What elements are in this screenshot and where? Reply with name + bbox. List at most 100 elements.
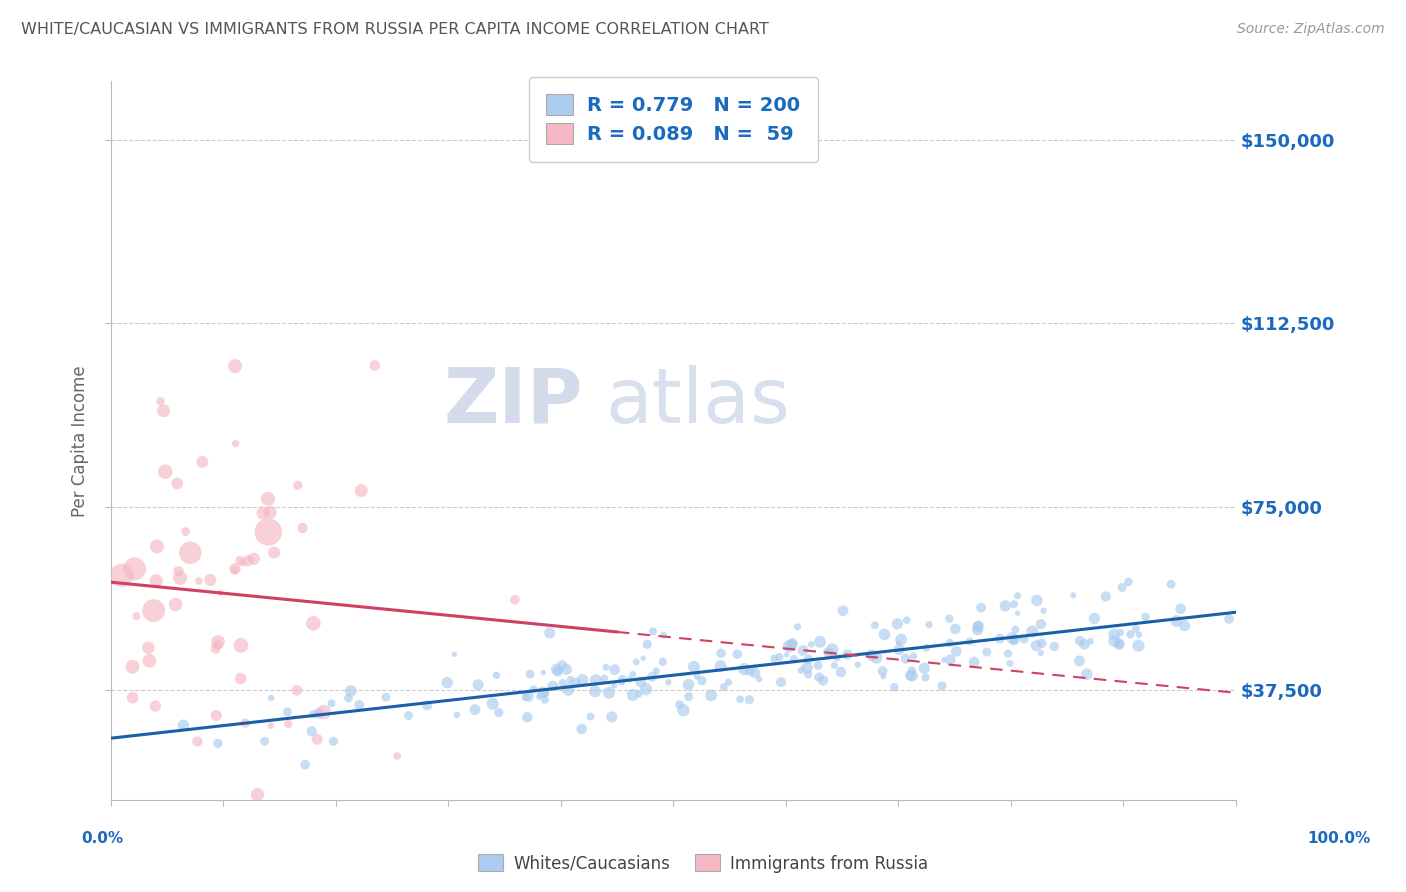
Point bbox=[1069, 633, 1091, 648]
Point bbox=[886, 616, 908, 631]
Point bbox=[285, 683, 308, 698]
Point bbox=[179, 546, 201, 560]
Point bbox=[260, 719, 283, 733]
Point bbox=[534, 692, 557, 706]
Point bbox=[748, 672, 770, 686]
Point bbox=[903, 649, 925, 664]
Point bbox=[651, 655, 673, 669]
Point bbox=[938, 636, 960, 650]
Point bbox=[416, 698, 439, 713]
Point bbox=[668, 698, 690, 712]
Point bbox=[287, 478, 309, 492]
Point bbox=[912, 661, 935, 675]
Point bbox=[1109, 625, 1132, 640]
Point bbox=[1174, 618, 1197, 632]
Point bbox=[531, 665, 554, 680]
Point bbox=[503, 592, 526, 607]
Point bbox=[872, 664, 894, 678]
Point bbox=[169, 571, 191, 585]
Point bbox=[901, 668, 924, 682]
Point bbox=[889, 642, 911, 657]
Point bbox=[488, 706, 510, 720]
Point bbox=[863, 618, 886, 632]
Point bbox=[165, 598, 187, 612]
Point bbox=[959, 634, 981, 648]
Point bbox=[1080, 634, 1102, 648]
Point bbox=[516, 710, 538, 724]
Point bbox=[565, 675, 588, 690]
Point bbox=[243, 551, 266, 566]
Point bbox=[1025, 639, 1047, 653]
Point bbox=[641, 670, 664, 684]
Point bbox=[467, 678, 489, 692]
Point bbox=[174, 524, 197, 539]
Point bbox=[187, 574, 209, 588]
Point bbox=[820, 646, 842, 660]
Point bbox=[797, 667, 820, 681]
Point bbox=[627, 687, 650, 701]
Point bbox=[1170, 602, 1192, 616]
Point bbox=[1218, 612, 1240, 626]
Point bbox=[209, 586, 232, 600]
Point bbox=[246, 788, 269, 802]
Point bbox=[738, 692, 761, 706]
Point bbox=[792, 643, 814, 657]
Point bbox=[966, 620, 988, 634]
Point bbox=[768, 650, 790, 665]
Point bbox=[1043, 640, 1066, 654]
Point bbox=[945, 644, 967, 658]
Point bbox=[485, 668, 508, 682]
Point bbox=[1029, 617, 1052, 632]
Point bbox=[598, 686, 620, 700]
Point bbox=[998, 657, 1021, 671]
Point bbox=[832, 604, 855, 618]
Point bbox=[259, 505, 281, 519]
Point bbox=[621, 667, 644, 681]
Point bbox=[257, 524, 280, 539]
Legend: R = 0.779   N = 200, R = 0.089   N =  59: R = 0.779 N = 200, R = 0.089 N = 59 bbox=[529, 77, 818, 162]
Point bbox=[631, 651, 654, 665]
Point bbox=[322, 734, 344, 748]
Point bbox=[797, 652, 820, 666]
Point bbox=[713, 680, 735, 694]
Point bbox=[1118, 574, 1140, 589]
Point bbox=[634, 682, 657, 697]
Point bbox=[481, 697, 503, 711]
Point bbox=[583, 684, 606, 698]
Point bbox=[571, 673, 593, 687]
Point bbox=[1095, 590, 1118, 604]
Point bbox=[252, 506, 274, 520]
Point bbox=[683, 660, 706, 674]
Point bbox=[235, 716, 257, 731]
Point bbox=[1002, 597, 1025, 611]
Point bbox=[1031, 636, 1053, 650]
Point bbox=[1166, 614, 1188, 628]
Point bbox=[825, 650, 848, 665]
Point bbox=[436, 675, 458, 690]
Point bbox=[321, 697, 343, 711]
Point bbox=[207, 736, 229, 750]
Point bbox=[207, 638, 229, 652]
Point bbox=[744, 665, 766, 680]
Point bbox=[872, 669, 894, 683]
Point bbox=[593, 672, 616, 686]
Point bbox=[938, 612, 960, 626]
Point bbox=[301, 724, 323, 739]
Point bbox=[205, 708, 228, 723]
Point bbox=[652, 628, 675, 642]
Point bbox=[963, 655, 986, 669]
Point bbox=[166, 476, 188, 491]
Point bbox=[808, 670, 831, 684]
Point bbox=[349, 698, 371, 712]
Point bbox=[783, 652, 806, 666]
Point bbox=[807, 658, 830, 673]
Point bbox=[710, 646, 733, 660]
Point bbox=[121, 690, 143, 705]
Point bbox=[970, 600, 993, 615]
Point bbox=[846, 657, 869, 672]
Point bbox=[898, 668, 921, 682]
Point bbox=[152, 403, 174, 417]
Point bbox=[291, 521, 314, 535]
Point bbox=[229, 672, 252, 686]
Point bbox=[308, 706, 330, 721]
